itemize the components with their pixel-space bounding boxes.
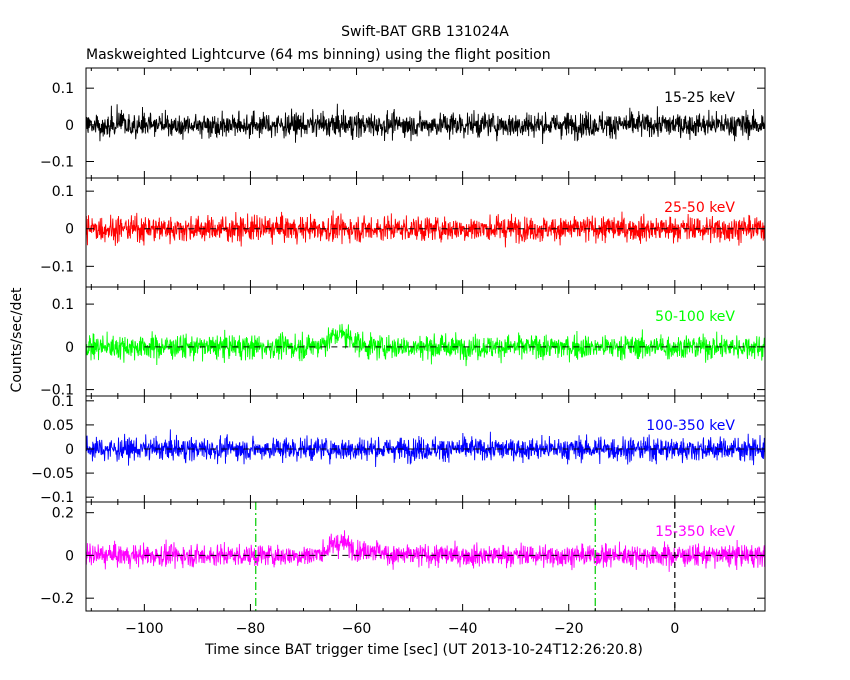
panel-2: −0.1 0 0.1 25-50 keV	[40, 177, 766, 288]
chart-title: Swift-BAT GRB 131024A	[341, 24, 509, 40]
x-tick-label: −20	[554, 621, 584, 637]
y-tick-label: −0.1	[40, 383, 74, 399]
y-tick-label: 0.2	[52, 506, 74, 522]
y-tick-label: 0.1	[52, 81, 74, 97]
x-tick-label: −60	[342, 621, 372, 637]
panel-3: −0.1 0 0.1 50-100 keV	[40, 286, 766, 399]
y-tick-label: 0	[65, 442, 74, 458]
x-tick-label: −40	[448, 621, 478, 637]
series-3	[86, 323, 765, 367]
chart-subtitle: Maskweighted Lightcurve (64 ms binning) …	[86, 47, 551, 63]
x-axis-label: Time since BAT trigger time [sec] (UT 20…	[204, 642, 643, 658]
y-tick-label: 0	[65, 340, 74, 356]
band-label: 15-350 keV	[655, 524, 735, 540]
panel-4: −0.1 −0.05 0 0.05 0.1 100-350 keV	[31, 394, 766, 506]
y-tick-label: 0	[65, 222, 74, 238]
x-tick-label: 0	[670, 621, 679, 637]
panel-stack: −0.1 0 0.1 15-25 keV −0.1 0 0.1 25-50 keV −0.1 0 0…	[31, 67, 766, 637]
series-5	[86, 530, 765, 572]
panel-5: −0.2 0 0.2 15-350 keV	[40, 501, 766, 612]
band-label: 100-350 keV	[646, 418, 735, 434]
y-tick-label: 0.1	[52, 184, 74, 200]
series-1	[86, 103, 765, 145]
x-tick-label: −100	[125, 621, 163, 637]
y-tick-label: −0.1	[40, 490, 74, 506]
band-label: 50-100 keV	[655, 309, 735, 325]
band-label: 25-50 keV	[664, 200, 735, 216]
y-tick-label: 0.05	[43, 418, 74, 434]
panel-frame	[85, 501, 766, 612]
y-tick-label: 0.1	[52, 394, 74, 410]
series-4	[86, 429, 765, 467]
y-tick-label: −0.1	[40, 155, 74, 171]
y-tick-label: 0	[65, 548, 74, 564]
panel-1: −0.1 0 0.1 15-25 keV	[40, 67, 766, 179]
band-label: 15-25 keV	[664, 90, 735, 106]
y-axis-label: Counts/sec/det	[9, 287, 25, 392]
y-tick-label: −0.05	[31, 466, 74, 482]
y-tick-label: −0.1	[40, 259, 74, 275]
series-2	[86, 210, 765, 248]
x-tick-label: −80	[236, 621, 266, 637]
y-tick-label: 0	[65, 118, 74, 134]
y-tick-label: 0.1	[52, 297, 74, 313]
y-tick-label: −0.2	[40, 591, 74, 607]
